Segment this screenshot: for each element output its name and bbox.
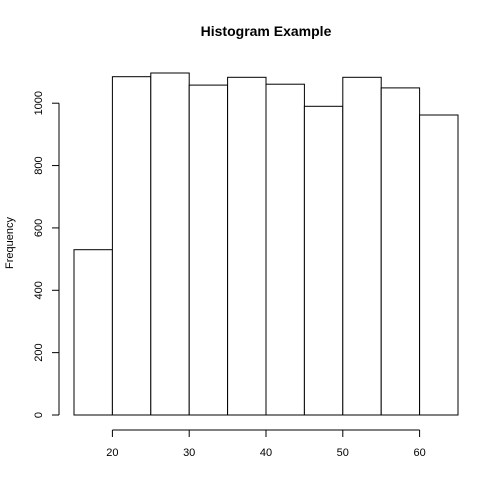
histogram-bar — [150, 72, 190, 416]
histogram-bar — [265, 83, 305, 416]
x-tick-label: 20 — [106, 447, 118, 459]
histogram-bar — [111, 76, 152, 416]
y-tick-label: 1000 — [33, 91, 45, 115]
y-tick-label: 400 — [33, 281, 45, 299]
histogram-bar — [227, 76, 267, 416]
histogram-bar — [419, 114, 459, 416]
y-tick-label: 0 — [33, 412, 45, 418]
chart-title: Histogram Example — [201, 23, 332, 39]
x-tick-label: 30 — [183, 447, 195, 459]
bars-group — [73, 72, 459, 416]
histogram-bar — [380, 87, 421, 416]
histogram-bar — [303, 105, 344, 416]
histogram-bar — [342, 76, 382, 416]
y-tick-label: 200 — [33, 343, 45, 361]
y-axis: 0 200 400 600 800 1000 — [33, 91, 60, 418]
x-tick-label: 50 — [337, 447, 349, 459]
histogram-bar — [188, 84, 229, 416]
y-axis-label: Frequency — [4, 217, 16, 269]
histogram-bar — [73, 249, 113, 416]
y-tick-label: 600 — [33, 219, 45, 237]
x-tick-label: 60 — [413, 447, 425, 459]
x-axis: 20 30 40 50 60 — [106, 429, 426, 459]
x-tick-label: 40 — [260, 447, 272, 459]
y-tick-label: 800 — [33, 156, 45, 174]
